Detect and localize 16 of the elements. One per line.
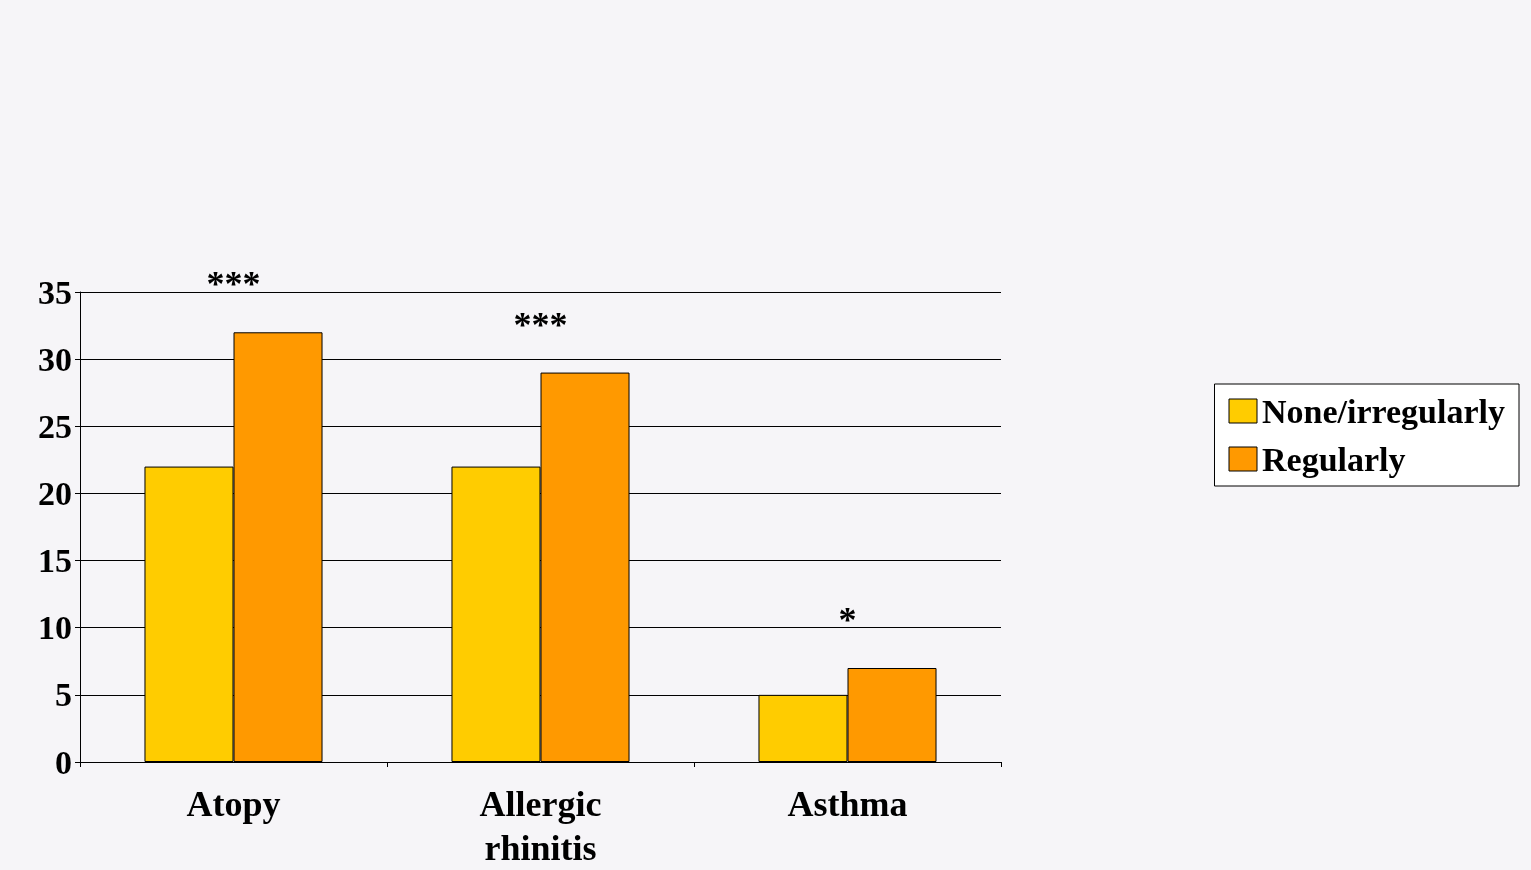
y-tick-label: 20 — [38, 474, 72, 512]
x-tick-label: Atopy — [186, 784, 281, 824]
x-tick-label: Asthma — [787, 784, 908, 824]
x-tick-label: Allergic rhinitis — [479, 784, 602, 868]
y-tick-label: 10 — [38, 609, 72, 647]
y-tick-label: 15 — [38, 542, 72, 580]
annotation: * — [838, 600, 857, 640]
y-tick-label: 0 — [55, 743, 72, 781]
annotation: *** — [206, 264, 261, 305]
y-tick-label: 35 — [38, 273, 72, 311]
annotation: *** — [513, 304, 568, 345]
legend-label: Regularly — [1262, 440, 1406, 478]
y-tick-label: 5 — [55, 676, 72, 714]
y-tick-label: 25 — [38, 407, 72, 445]
legend-label: None/irregularly — [1262, 392, 1505, 430]
y-tick-label: 30 — [38, 340, 72, 378]
